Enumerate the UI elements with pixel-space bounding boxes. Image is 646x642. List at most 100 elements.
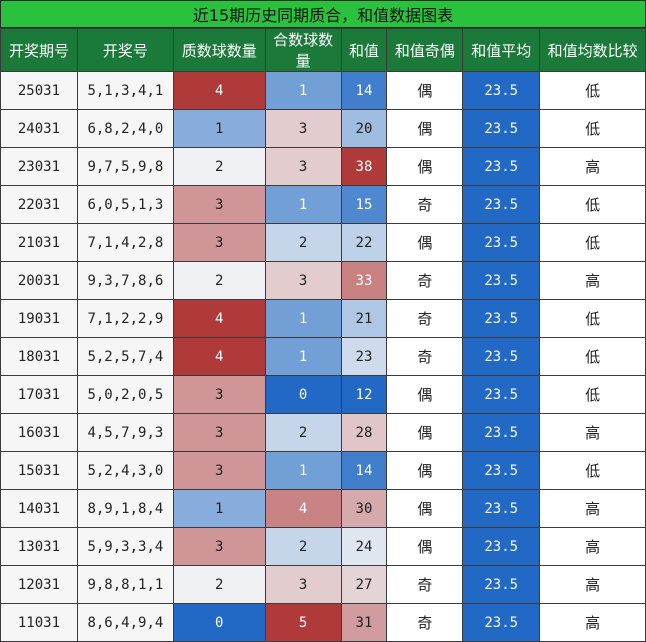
- cell-prime-count: 2: [172, 261, 266, 300]
- cell-numbers: 4,5,7,9,3: [76, 413, 174, 452]
- cell-prime-count: 1: [172, 489, 266, 528]
- cell-numbers: 8,6,4,9,4: [76, 603, 174, 642]
- cell-issue: 24031: [0, 109, 78, 148]
- cell-issue: 16031: [0, 413, 78, 452]
- cell-issue: 21031: [0, 223, 78, 262]
- cell-sum-average: 23.5: [462, 451, 541, 490]
- cell-sum-compare: 低: [539, 71, 646, 110]
- header-numbers: 开奖号: [76, 28, 174, 72]
- cell-issue: 20031: [0, 261, 78, 300]
- cell-issue: 19031: [0, 299, 78, 338]
- cell-composite-count: 2: [264, 527, 342, 566]
- cell-sum-parity: 偶: [386, 147, 464, 186]
- table-row: 19031 7,1,2,2,9 4 1 21 奇 23.5 低: [0, 299, 646, 338]
- cell-sum-parity: 偶: [386, 71, 464, 110]
- table-row: 13031 5,9,3,3,4 3 2 24 偶 23.5 高: [0, 527, 646, 566]
- cell-issue: 18031: [0, 337, 78, 376]
- table-row: 18031 5,2,5,7,4 4 1 23 奇 23.5 低: [0, 337, 646, 376]
- cell-numbers: 7,1,2,2,9: [76, 299, 174, 338]
- cell-sum-compare: 高: [539, 565, 646, 604]
- cell-sum-average: 23.5: [462, 109, 541, 148]
- table-row: 14031 8,9,1,8,4 1 4 30 偶 23.5 高: [0, 489, 646, 528]
- cell-issue: 14031: [0, 489, 78, 528]
- cell-prime-count: 4: [172, 299, 266, 338]
- cell-sum: 21: [340, 299, 388, 338]
- cell-sum-parity: 偶: [386, 451, 464, 490]
- cell-numbers: 5,2,4,3,0: [76, 451, 174, 490]
- cell-sum: 22: [340, 223, 388, 262]
- cell-numbers: 9,7,5,9,8: [76, 147, 174, 186]
- cell-sum-parity: 偶: [386, 375, 464, 414]
- cell-sum-parity: 偶: [386, 527, 464, 566]
- cell-sum: 15: [340, 185, 388, 224]
- header-prime-count: 质数球数量: [172, 28, 266, 72]
- cell-sum-compare: 高: [539, 527, 646, 566]
- cell-sum-parity: 偶: [386, 413, 464, 452]
- cell-prime-count: 2: [172, 147, 266, 186]
- cell-composite-count: 3: [264, 109, 342, 148]
- cell-sum-average: 23.5: [462, 223, 541, 262]
- header-row: 开奖期号 开奖号 质数球数量 合数球数量 和值 和值奇偶 和值平均 和值均数比较: [0, 28, 646, 72]
- cell-issue: 25031: [0, 71, 78, 110]
- cell-sum-average: 23.5: [462, 565, 541, 604]
- cell-sum-parity: 奇: [386, 185, 464, 224]
- cell-sum: 28: [340, 413, 388, 452]
- cell-sum-parity: 奇: [386, 261, 464, 300]
- cell-sum: 24: [340, 527, 388, 566]
- cell-numbers: 6,0,5,1,3: [76, 185, 174, 224]
- cell-composite-count: 3: [264, 261, 342, 300]
- cell-sum-compare: 高: [539, 147, 646, 186]
- cell-composite-count: 5: [264, 603, 342, 642]
- cell-sum: 12: [340, 375, 388, 414]
- cell-sum-compare: 高: [539, 413, 646, 452]
- cell-prime-count: 4: [172, 337, 266, 376]
- cell-sum: 27: [340, 565, 388, 604]
- cell-sum-average: 23.5: [462, 299, 541, 338]
- cell-sum-parity: 偶: [386, 223, 464, 262]
- cell-sum-parity: 奇: [386, 565, 464, 604]
- cell-issue: 15031: [0, 451, 78, 490]
- cell-sum-compare: 低: [539, 337, 646, 376]
- cell-sum-average: 23.5: [462, 71, 541, 110]
- cell-sum: 14: [340, 451, 388, 490]
- table-row: 17031 5,0,2,0,5 3 0 12 偶 23.5 低: [0, 375, 646, 414]
- cell-sum-average: 23.5: [462, 337, 541, 376]
- cell-numbers: 9,3,7,8,6: [76, 261, 174, 300]
- cell-sum-compare: 高: [539, 489, 646, 528]
- cell-composite-count: 3: [264, 147, 342, 186]
- cell-prime-count: 3: [172, 451, 266, 490]
- cell-sum-compare: 低: [539, 299, 646, 338]
- cell-sum: 30: [340, 489, 388, 528]
- cell-sum-compare: 低: [539, 109, 646, 148]
- cell-composite-count: 1: [264, 337, 342, 376]
- cell-issue: 17031: [0, 375, 78, 414]
- cell-sum-parity: 奇: [386, 299, 464, 338]
- cell-sum-average: 23.5: [462, 489, 541, 528]
- cell-prime-count: 3: [172, 413, 266, 452]
- header-sum-compare: 和值均数比较: [539, 28, 646, 72]
- cell-sum: 23: [340, 337, 388, 376]
- cell-issue: 13031: [0, 527, 78, 566]
- cell-sum-compare: 低: [539, 451, 646, 490]
- cell-numbers: 6,8,2,4,0: [76, 109, 174, 148]
- cell-sum-parity: 偶: [386, 489, 464, 528]
- chart-title: 近15期历史同期质合，和值数据图表: [0, 0, 646, 28]
- table-row: 21031 7,1,4,2,8 3 2 22 偶 23.5 低: [0, 223, 646, 262]
- cell-sum-compare: 低: [539, 185, 646, 224]
- cell-composite-count: 1: [264, 71, 342, 110]
- cell-composite-count: 1: [264, 299, 342, 338]
- cell-sum-average: 23.5: [462, 527, 541, 566]
- table-row: 20031 9,3,7,8,6 2 3 33 奇 23.5 高: [0, 261, 646, 300]
- cell-numbers: 9,8,8,1,1: [76, 565, 174, 604]
- cell-sum-compare: 低: [539, 223, 646, 262]
- cell-numbers: 5,1,3,4,1: [76, 71, 174, 110]
- table-row: 15031 5,2,4,3,0 3 1 14 偶 23.5 低: [0, 451, 646, 490]
- data-table: 开奖期号 开奖号 质数球数量 合数球数量 和值 和值奇偶 和值平均 和值均数比较…: [0, 28, 646, 642]
- cell-composite-count: 2: [264, 223, 342, 262]
- header-sum: 和值: [340, 28, 388, 72]
- cell-sum-average: 23.5: [462, 375, 541, 414]
- header-sum-average: 和值平均: [462, 28, 541, 72]
- table-row: 22031 6,0,5,1,3 3 1 15 奇 23.5 低: [0, 185, 646, 224]
- cell-sum-parity: 奇: [386, 337, 464, 376]
- cell-composite-count: 4: [264, 489, 342, 528]
